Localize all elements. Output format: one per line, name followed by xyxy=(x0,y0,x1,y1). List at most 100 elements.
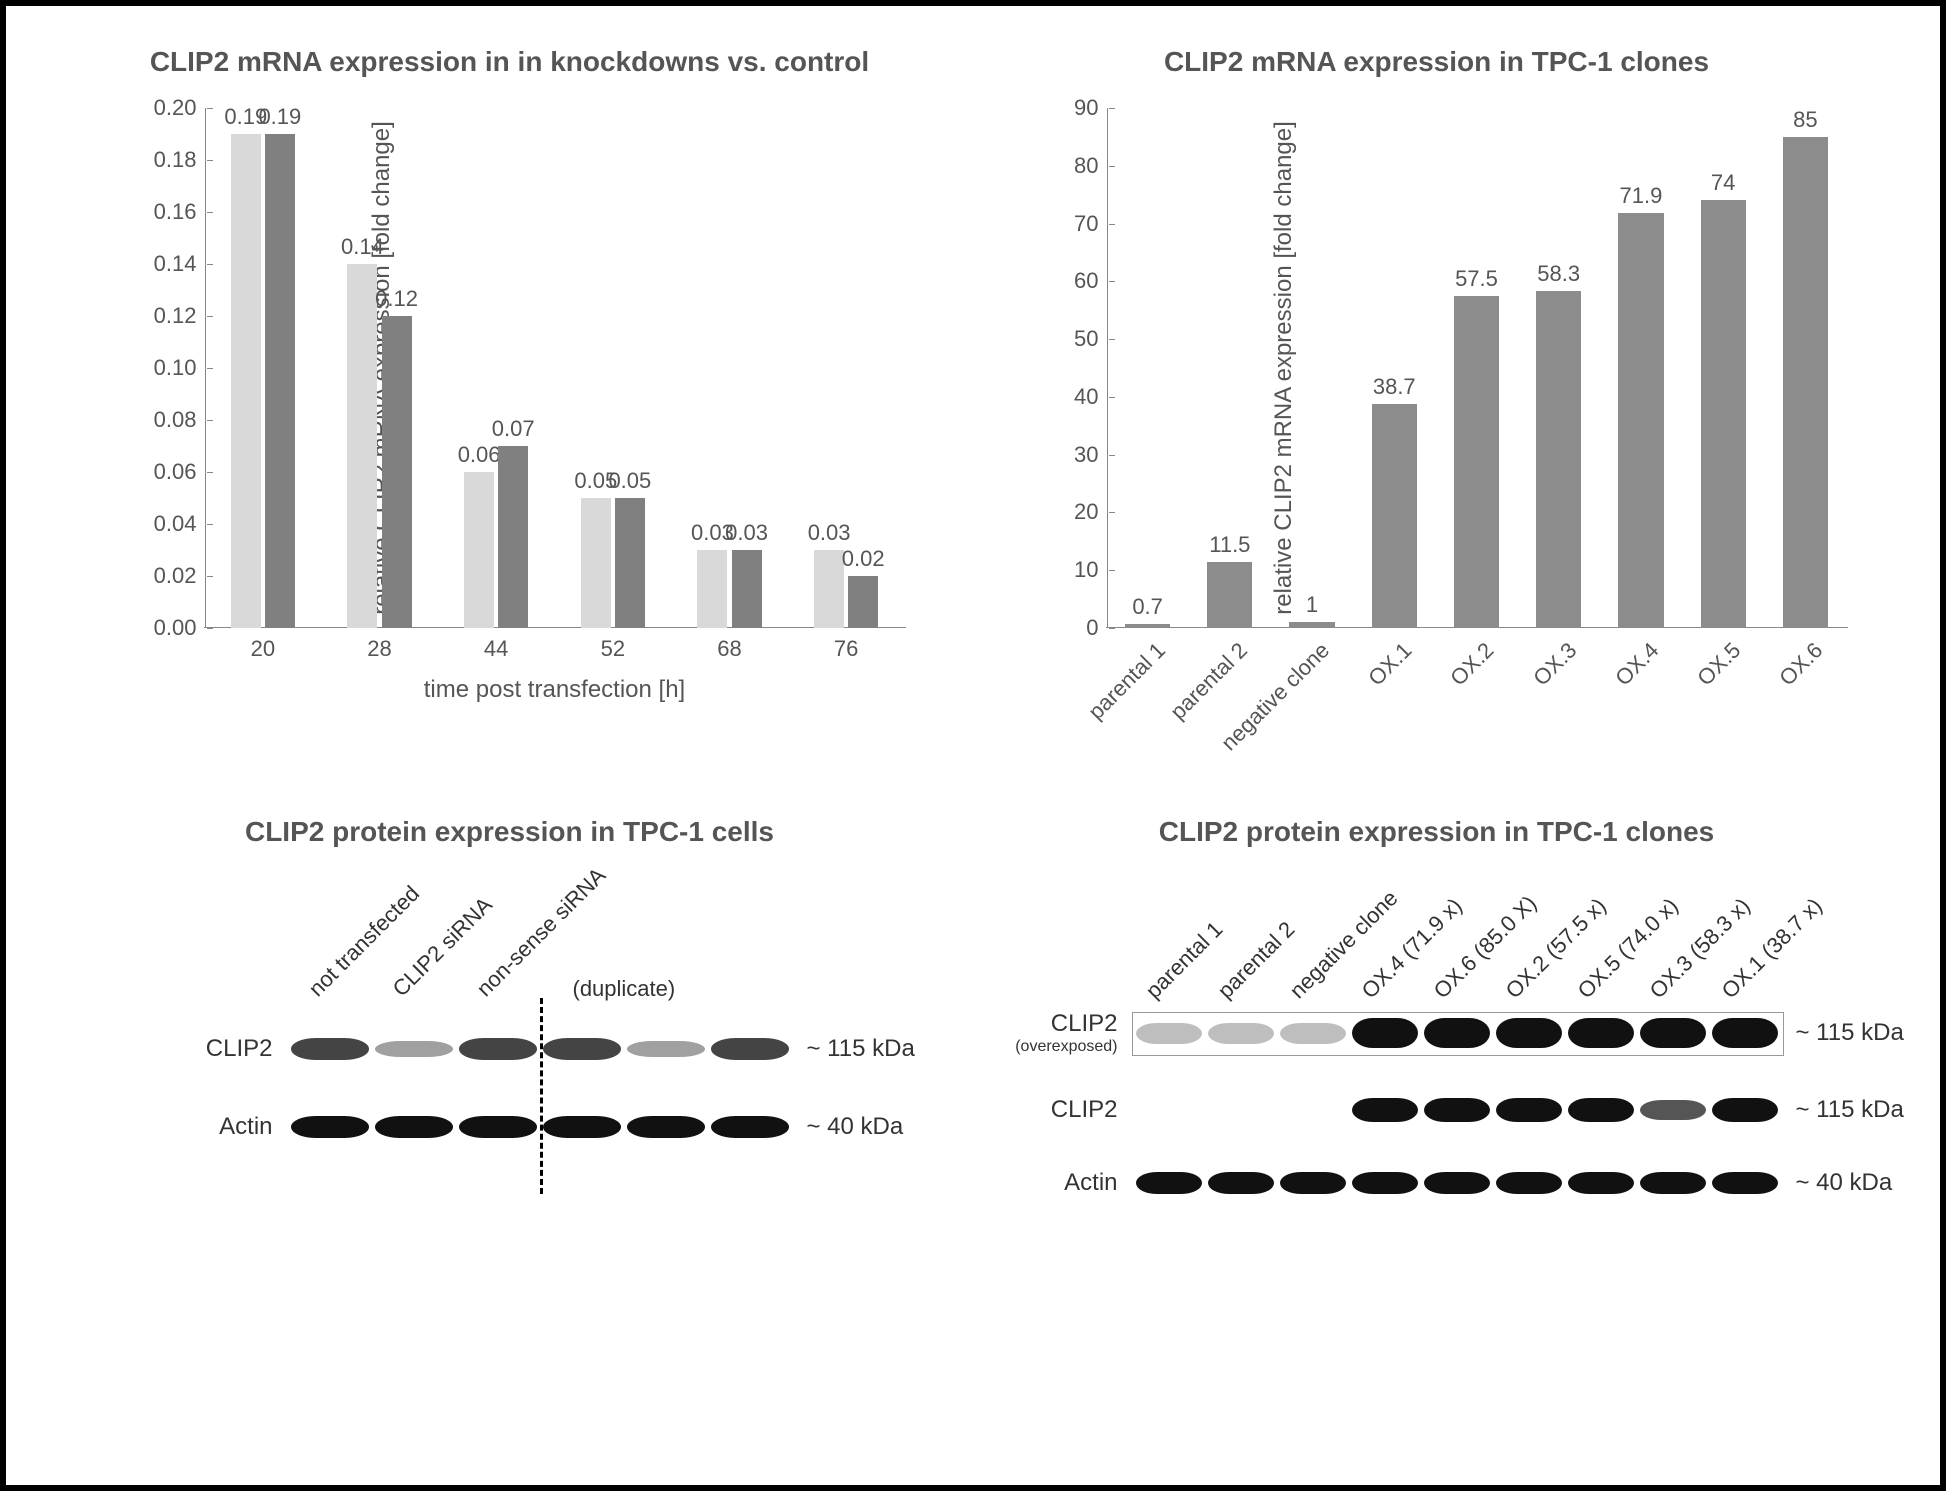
panel-d-band xyxy=(1352,1172,1418,1194)
panel-c: CLIP2 protein expression in TPC-1 cells … xyxy=(46,786,973,1426)
panel-d-band xyxy=(1640,1172,1706,1194)
panel-d-band xyxy=(1136,1172,1202,1194)
panel-d-row-label: CLIP2 xyxy=(1051,1096,1136,1124)
panel-d-size-label: ~ 40 kDa xyxy=(1778,1169,1893,1197)
panel-a-bar: 0.19 xyxy=(265,134,295,628)
panel-a: CLIP2 mRNA expression in in knockdowns v… xyxy=(46,46,973,786)
panel-a-ytick: 0.08 xyxy=(154,407,205,433)
panel-b-bar: 1 xyxy=(1289,622,1334,628)
panel-a-xtick: 28 xyxy=(367,628,391,662)
panel-d-band xyxy=(1712,1018,1778,1048)
panel-d-band xyxy=(1496,1018,1562,1048)
panel-d-band xyxy=(1280,1023,1346,1044)
panel-b-ytick: 70 xyxy=(1074,211,1106,237)
panel-a-bar-label: 0.14 xyxy=(341,234,384,260)
panel-a-bar: 0.06 xyxy=(464,472,494,628)
panel-c-duplicate-label: (duplicate) xyxy=(573,976,676,1002)
panel-d-band xyxy=(1352,1018,1418,1048)
panel-c-band xyxy=(627,1041,705,1056)
panel-a-bar-label: 0.05 xyxy=(608,468,651,494)
panel-b-bar-label: 38.7 xyxy=(1373,374,1416,400)
panel-a-bar-label: 0.12 xyxy=(375,286,418,312)
panel-d-lane-label: parental 1 xyxy=(1140,916,1228,1004)
panel-a-ytick: 0.10 xyxy=(154,355,205,381)
panel-b-ytick: 60 xyxy=(1074,268,1106,294)
panel-d-blot: parental 1parental 2negative cloneOX.4 (… xyxy=(1136,1008,1778,1426)
panel-d-size-label: ~ 115 kDa xyxy=(1778,1096,1904,1124)
panel-c-size-label: ~ 40 kDa xyxy=(789,1113,904,1141)
panel-b-xtick: OX.4 xyxy=(1610,636,1665,691)
panel-a-bar: 0.05 xyxy=(581,498,611,628)
panel-a-title: CLIP2 mRNA expression in in knockdowns v… xyxy=(150,46,869,78)
panel-d-row-label: Actin xyxy=(1064,1169,1135,1197)
panel-c-size-label: ~ 115 kDa xyxy=(789,1035,915,1063)
panel-b-bar-label: 71.9 xyxy=(1620,183,1663,209)
panel-b-bar: 74 xyxy=(1701,200,1746,628)
panel-b-bar-label: 58.3 xyxy=(1537,261,1580,287)
panel-a-bar: 0.05 xyxy=(615,498,645,628)
panel-b-ytick: 40 xyxy=(1074,384,1106,410)
panel-a-ytick: 0.18 xyxy=(154,147,205,173)
panel-a-bar: 0.03 xyxy=(814,550,844,628)
panel-b-bar: 57.5 xyxy=(1454,296,1499,628)
panel-c-band xyxy=(375,1041,453,1056)
panel-a-bar: 0.03 xyxy=(697,550,727,628)
panel-d-band xyxy=(1352,1098,1418,1122)
panel-b-bar-label: 1 xyxy=(1306,592,1318,618)
panel-c-band xyxy=(459,1038,537,1060)
panel-c-band xyxy=(711,1038,789,1060)
panel-a-ytick: 0.04 xyxy=(154,511,205,537)
panel-a-bar-label: 0.02 xyxy=(842,546,885,572)
panel-b-bar-label: 57.5 xyxy=(1455,266,1498,292)
panel-b-ytick: 0 xyxy=(1086,615,1106,641)
panel-b-bar: 71.9 xyxy=(1618,213,1663,628)
panel-b-ytick: 80 xyxy=(1074,153,1106,179)
panel-c-title: CLIP2 protein expression in TPC-1 cells xyxy=(245,816,774,848)
panel-b-xtick: parental 1 xyxy=(1083,636,1172,725)
panel-d-band xyxy=(1208,1023,1274,1044)
panel-b-bar: 85 xyxy=(1783,137,1828,628)
panel-c-band xyxy=(459,1116,537,1138)
panel-d-band xyxy=(1712,1098,1778,1122)
panel-d-band xyxy=(1424,1018,1490,1048)
panel-d: CLIP2 protein expression in TPC-1 clones… xyxy=(973,786,1900,1426)
panel-a-bar-label: 0.19 xyxy=(258,104,301,130)
panel-a-xtick: 76 xyxy=(834,628,858,662)
panel-a-ytick: 0.00 xyxy=(154,615,205,641)
panel-c-row-label: CLIP2 xyxy=(206,1035,291,1063)
panel-d-band xyxy=(1640,1018,1706,1048)
panel-a-ytick: 0.06 xyxy=(154,459,205,485)
panel-d-band xyxy=(1496,1172,1562,1194)
panel-b-xtick: OX.1 xyxy=(1363,636,1418,691)
panel-b-bar: 38.7 xyxy=(1372,404,1417,628)
panel-a-ytick: 0.16 xyxy=(154,199,205,225)
panel-d-band xyxy=(1640,1100,1706,1119)
panel-a-plot: 0.000.020.040.060.080.100.120.140.160.18… xyxy=(205,108,905,628)
panel-c-band xyxy=(291,1038,369,1060)
panel-a-bar-label: 0.03 xyxy=(725,520,768,546)
panel-c-band xyxy=(711,1116,789,1138)
panel-b-xtick: OX.6 xyxy=(1775,636,1830,691)
panel-d-band xyxy=(1424,1098,1490,1122)
panel-b-bar-label: 11.5 xyxy=(1209,532,1250,558)
panel-b-ytick: 20 xyxy=(1074,499,1106,525)
bottom-row: CLIP2 protein expression in TPC-1 cells … xyxy=(46,786,1900,1426)
panel-c-band xyxy=(627,1116,705,1138)
panel-c-separator xyxy=(540,998,543,1194)
panel-a-ytick: 0.02 xyxy=(154,563,205,589)
panel-d-band xyxy=(1568,1172,1634,1194)
panel-a-bar-label: 0.03 xyxy=(808,520,851,546)
panel-a-xlabel: time post transfection [h] xyxy=(424,676,685,704)
panel-b-xtick: OX.5 xyxy=(1692,636,1747,691)
panel-a-xtick: 44 xyxy=(484,628,508,662)
panel-d-band-row: Actin~ 40 kDa xyxy=(1136,1172,1778,1194)
panel-b-bar: 11.5 xyxy=(1207,562,1252,628)
panel-b-title: CLIP2 mRNA expression in TPC-1 clones xyxy=(1164,46,1709,78)
panel-b-ylabel: relative CLIP2 mRNA expression [fold cha… xyxy=(1269,121,1297,615)
panel-a-bar-label: 0.06 xyxy=(458,442,501,468)
panel-d-band-row: CLIP2(overexposed)~ 115 kDa xyxy=(1136,1018,1778,1048)
panel-d-band xyxy=(1568,1098,1634,1122)
panel-d-title: CLIP2 protein expression in TPC-1 clones xyxy=(1159,816,1714,848)
panel-a-bar-label: 0.07 xyxy=(492,416,535,442)
panel-a-bar: 0.12 xyxy=(382,316,412,628)
